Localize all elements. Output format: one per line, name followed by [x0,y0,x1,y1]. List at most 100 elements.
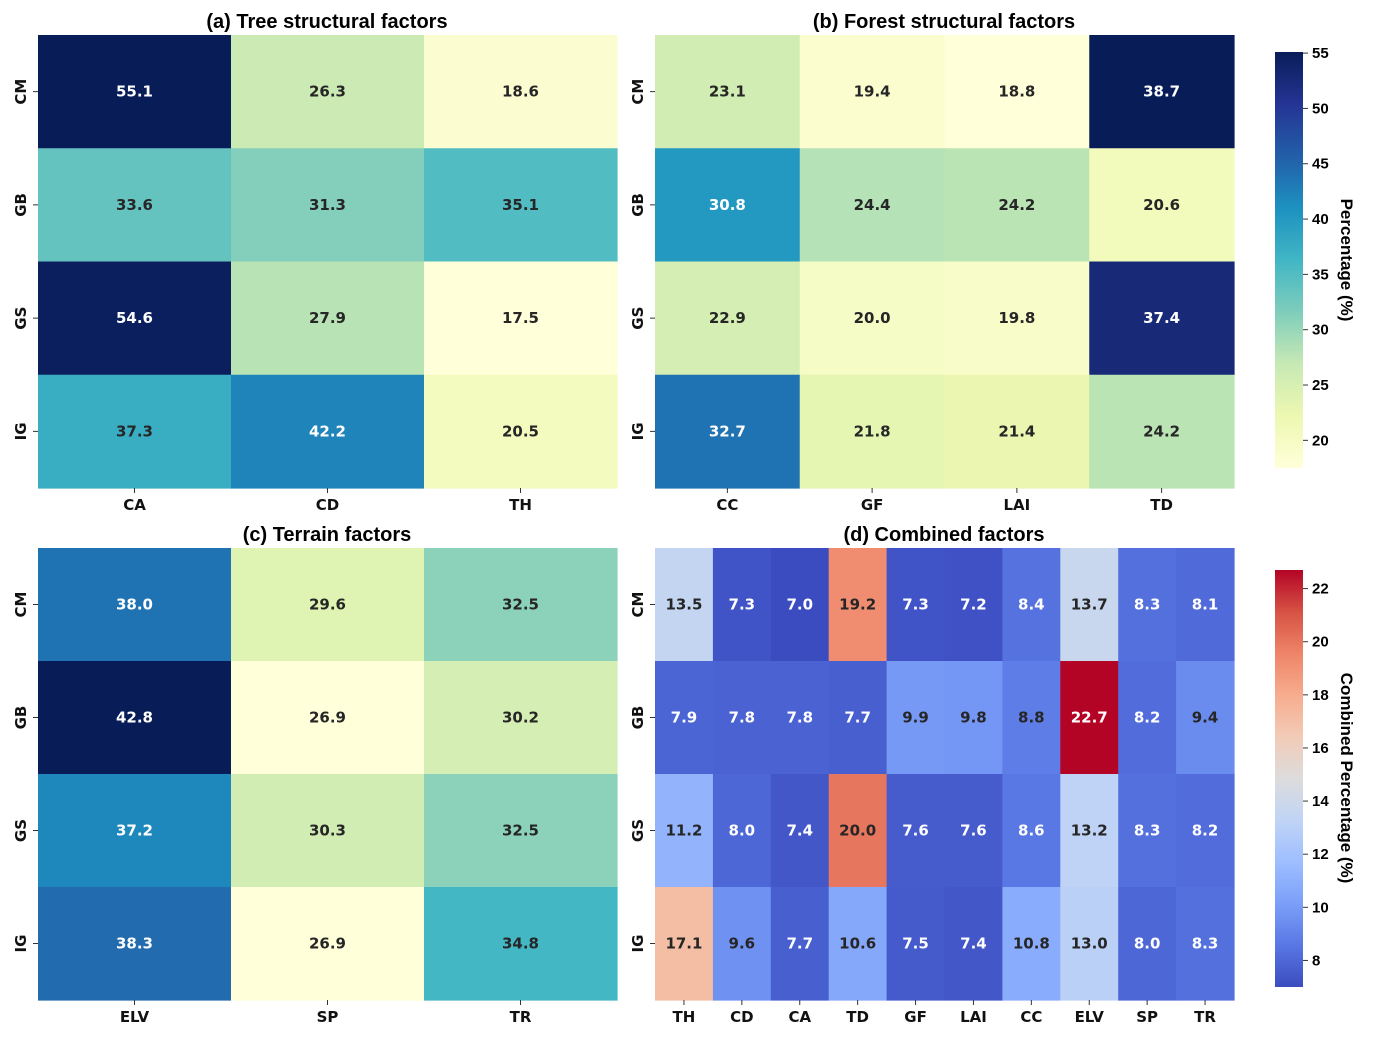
cell-value-label: 19.4 [854,83,891,101]
cell-value-label: 7.7 [844,709,871,727]
heatmap-cell [712,887,772,1001]
heatmap-cell [38,148,232,263]
colorbar-tick-label: 22 [1312,581,1329,598]
heatmap-cell [655,261,801,376]
cell-value-label: 7.4 [960,935,987,953]
cell-value-label: 13.5 [665,596,702,614]
heatmap-cell [712,774,772,888]
cell-value-label: 32.5 [502,596,539,614]
heatmap-cell [944,774,1003,888]
cell-value-label: 42.8 [116,709,153,727]
cell-value-label: 7.9 [671,709,698,727]
heatmap-cell [944,35,1090,149]
cell-value-label: 20.6 [1143,196,1180,214]
heatmap-cell [770,548,830,662]
colorbar-tick-label: 16 [1312,740,1329,757]
heatmap-cell [38,774,232,888]
y-tick-label: GB [629,193,647,217]
cell-value-label: 7.4 [786,822,813,840]
colorbar-tick-label: 20 [1312,432,1329,449]
panel-title-c: (c) Terrain factors [243,524,412,546]
heatmap-cell [424,148,618,263]
heatmap-cell [231,148,425,263]
cell-value-label: 20.5 [502,422,539,440]
cell-value-label: 19.8 [998,309,1035,327]
y-tick-label: GB [12,193,30,217]
heatmap-cell [38,661,232,775]
cell-value-label: 37.3 [116,422,153,440]
cell-value-label: 13.0 [1071,935,1108,953]
x-tick-label: CA [788,1008,811,1026]
heatmap-cell [38,374,232,489]
cell-value-label: 29.6 [309,596,346,614]
cell-value-label: 32.7 [709,422,746,440]
heatmap-panel-a: (a) Tree structural factors 55.1 26.3 18.6… [12,11,618,514]
cell-value-label: 8.0 [1134,935,1161,953]
y-tick-label: GS [12,819,30,842]
heatmap-cell [828,887,888,1001]
heatmap-cell [886,548,946,662]
cell-value-label: 8.4 [1018,596,1045,614]
cell-value-label: 22.9 [709,309,746,327]
cell-value-label: 8.8 [1018,709,1045,727]
x-tick-label: SP [317,1008,339,1026]
heatmap-cell [424,774,618,888]
y-tick-label: GS [629,819,647,842]
heatmap-cell [231,261,425,376]
colorbar-tick-label: 50 [1312,100,1329,117]
heatmap-cell [712,548,772,662]
cell-value-label: 26.9 [309,709,346,727]
heatmap-cell [655,35,801,149]
heatmap-cell [799,35,946,149]
colorbar-tick-label: 12 [1312,846,1329,863]
heatmap-cell [1002,661,1061,775]
cell-value-label: 7.6 [902,822,929,840]
heatmap-cell [1176,661,1235,775]
cell-value-label: 20.0 [854,309,891,327]
heatmap-cell [231,774,425,888]
heatmap-cell [1118,548,1177,662]
cell-value-label: 30.2 [502,709,539,727]
heatmap-cell [828,774,888,888]
heatmap-panel-d: (d) Combined factors 13.5 7.3 7.0 19.2 7.3 7.… [629,524,1235,1026]
cell-value-label: 26.3 [309,83,346,101]
cell-value-label: 9.9 [902,709,929,727]
heatmap-cell [655,774,714,888]
x-tick-label: CC [1020,1008,1042,1026]
cell-value-label: 8.3 [1134,596,1161,614]
x-tick-label: SP [1136,1008,1158,1026]
cell-value-label: 8.0 [729,822,756,840]
colorbar-tick-label: 25 [1312,377,1329,394]
y-tick-label: CM [629,79,647,105]
x-tick-label: TR [1194,1008,1216,1026]
heatmap-cell [424,661,618,775]
heatmap-cell [799,374,946,489]
colorbar-combined-percentage: Combined Percentage (%) 8 10 12 14 16 18 20 22 [1275,570,1356,987]
cell-value-label: 22.7 [1071,709,1108,727]
heatmap-cell [799,261,946,376]
heatmap-cell [231,374,425,489]
heatmap-cell [828,548,888,662]
cell-value-label: 9.4 [1192,709,1219,727]
cell-value-label: 24.2 [998,196,1035,214]
cell-value-label: 42.2 [309,422,346,440]
cell-value-label: 7.0 [786,596,813,614]
heatmap-cell [1089,148,1235,263]
y-tick-label: GS [629,307,647,330]
cell-value-label: 23.1 [709,83,746,101]
heatmap-cell [424,374,618,489]
colorbar-tick-label: 55 [1312,45,1329,62]
cell-value-label: 31.3 [309,196,346,214]
heatmap-cell [1002,887,1061,1001]
heatmap-cell [424,887,618,1001]
colorbar-tick-label: 8 [1312,952,1320,969]
heatmap-panel-b: (b) Forest structural factors 23.1 19.4 18… [629,11,1235,514]
x-tick-label: CD [730,1008,753,1026]
cell-value-label: 7.3 [902,596,929,614]
colorbar-label-percentage: Percentage (%) [1337,199,1356,322]
colorbar-label-combined: Combined Percentage (%) [1337,673,1356,884]
cell-value-label: 54.6 [116,309,153,327]
heatmap-panel-c: (c) Terrain factors 38.0 29.6 32.5 42.8 26.9… [12,524,618,1026]
x-tick-label: TD [1150,496,1173,514]
